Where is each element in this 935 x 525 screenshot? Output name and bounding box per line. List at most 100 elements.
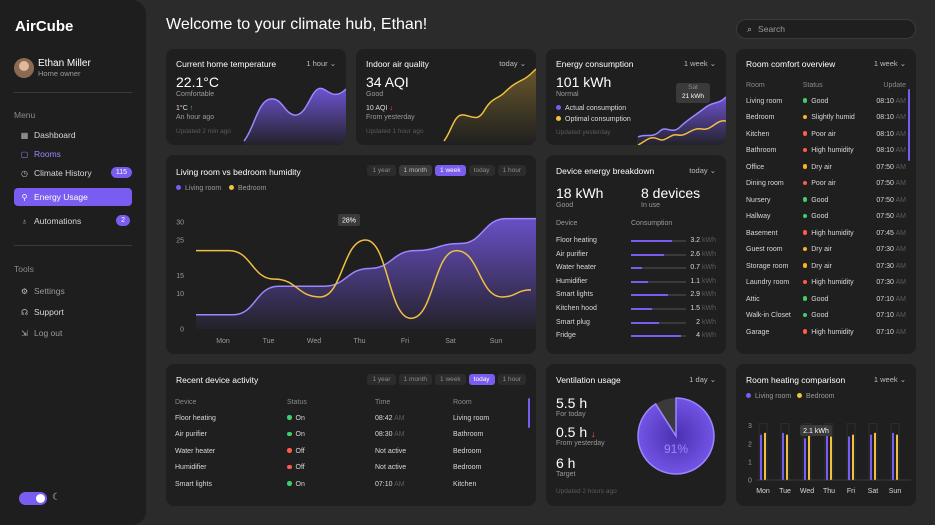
scrollbar[interactable] [908,89,910,161]
room-status: Poor air [802,126,869,143]
range-dropdown[interactable]: 1 hour ⌄ [306,59,336,68]
ventilation-card: Ventilation usage 1 day ⌄ 5.5 h For toda… [546,364,726,506]
table-row[interactable]: Walk-in Closet Good 07:10 AM [746,308,906,325]
filter-1-week[interactable]: 1 week [435,374,466,385]
theme-toggle[interactable] [19,492,47,505]
table-row[interactable]: Floor heating On 08:42 AM Living room [175,410,530,427]
room-status: High humidity [802,225,869,242]
time-value: 07:10 [876,328,894,336]
nav-rooms[interactable]: ▢ Rooms [14,145,132,163]
consumption-value: 1.1 kWh [686,278,716,285]
update-time: 07:45 AM [869,225,906,242]
filter-1-month[interactable]: 1 month [398,165,433,176]
status-label: On [295,414,305,422]
consumption-value: 4 kWh [686,332,716,339]
range-dropdown[interactable]: 1 week ⌄ [873,375,906,384]
nav-automations[interactable]: ♁ Automations 2 [14,212,132,230]
table-row[interactable]: Smart lights On 07:10 AM Kitchen [175,476,530,493]
climate-history-badge: 115 [110,167,132,178]
table-row[interactable]: Kitchen Poor air 08:10 AM [746,126,906,143]
ventilation-pie [637,397,715,475]
table-row[interactable]: Guest room Dry air 07:30 AM [746,242,906,259]
range-dropdown[interactable]: today ⌄ [499,59,526,68]
range-dropdown[interactable]: 1 day ⌄ [689,375,716,384]
consumption-track [631,253,686,256]
filter-1-hour[interactable]: 1 hour [497,374,526,385]
nav-label: Climate History [34,168,92,178]
filter-1-year[interactable]: 1 year [367,374,396,385]
status-label: High humidity [811,279,854,287]
filter-1-month[interactable]: 1 month [398,374,433,385]
update-time: 07:10 AM [869,324,906,341]
ampm: AM [895,246,907,254]
consumption-track [631,280,686,283]
consumption-track [631,294,686,297]
status-label: Good [811,196,829,204]
status-label: High humidity [811,229,854,237]
table-row[interactable]: Nursery Good 07:50 AM [746,192,906,209]
time-value: 08:42 [375,414,393,422]
nav-climate-history[interactable]: ◷ Climate History 115 [14,164,132,182]
bedroom-line [195,239,532,320]
nav-logout[interactable]: ⇲ Log out [14,324,132,342]
activity-time: 08:42 AM [375,410,453,427]
total-energy: 18 kWh [556,185,604,201]
table-row[interactable]: Dining room Poor air 07:50 AM [746,176,906,193]
room-status: Good [802,209,869,226]
filter-today[interactable]: today [468,165,495,176]
table-row[interactable]: Attic Good 07:10 AM [746,291,906,308]
time-value: 08:30 [375,431,393,439]
nav-support[interactable]: ☊ Support [14,303,132,321]
table-row[interactable]: Office Dry air 07:50 AM [746,159,906,176]
x-tick-label: Sat [445,338,456,345]
unit: kWh [702,264,716,272]
status-label: On [295,431,305,439]
range-dropdown[interactable]: today ⌄ [689,166,716,175]
filter-today[interactable]: today [468,374,495,385]
consumption-fill [631,321,659,324]
x-tick-label: Sat [868,488,879,495]
sparkline-area [444,69,536,145]
filter-1-hour[interactable]: 1 hour [497,165,526,176]
table-row[interactable]: Water heater Off Not active Bedroom [175,443,530,460]
time-filter: 1 year 1 month 1 week today 1 hour [367,165,526,176]
card-title: Current home temperature [176,59,277,69]
time-value: 07:50 [876,163,894,171]
ampm: AM [895,279,907,287]
update-time: 07:10 AM [869,291,906,308]
ampm: AM [895,295,907,303]
status-label: Dry air [811,262,832,270]
status-dot [802,296,808,301]
ampm: AM [895,114,907,122]
search-input[interactable]: ⌕ Search [736,19,916,39]
nav-dashboard[interactable]: ▦ Dashboard [14,126,132,144]
filter-1-week[interactable]: 1 week [435,165,466,176]
temperature-value: 22.1°C [176,74,219,90]
status-dot [287,481,292,486]
room-status: Dry air [802,258,869,275]
table-row[interactable]: Bathroom High humidity 08:10 AM [746,143,906,160]
table-row[interactable]: Humidifier Off Not active Bedroom [175,460,530,477]
nav-energy-usage[interactable]: ⚲ Energy Usage [14,188,132,206]
delta-note: An hour ago [176,114,215,121]
nav-settings[interactable]: ⚙ Settings [14,282,132,300]
table-row[interactable]: Garage High humidity 07:10 AM [746,324,906,341]
table-row[interactable]: Storage room Dry air 07:30 AM [746,258,906,275]
delta-note: From yesterday [366,114,415,121]
avatar[interactable] [14,58,34,78]
table-row[interactable]: Bedroom Slightly humid 08:10 AM [746,110,906,127]
scrollbar[interactable] [528,398,530,428]
value: 2.6 [690,250,701,258]
table-row[interactable]: Basement High humidity 07:45 AM [746,225,906,242]
range-dropdown[interactable]: 1 week ⌄ [683,59,716,68]
device-breakdown-card: Device energy breakdown today ⌄ 18 kWh G… [546,155,726,354]
table-row[interactable]: Hallway Good 07:50 AM [746,209,906,226]
table-row[interactable]: Laundry room High humidity 07:30 AM [746,275,906,292]
table-row[interactable]: Air purifier On 08:30 AM Bathroom [175,427,530,444]
range-dropdown[interactable]: 1 week ⌄ [873,59,906,68]
consumption-value: 2 kWh [686,319,716,326]
table-row[interactable]: Living room Good 08:10 AM [746,93,906,110]
filter-1-year[interactable]: 1 year [367,165,396,176]
arrow-up-icon: ↑ [189,105,194,112]
room-heating-card: Room heating comparison 1 week ⌄ Living … [736,364,916,506]
